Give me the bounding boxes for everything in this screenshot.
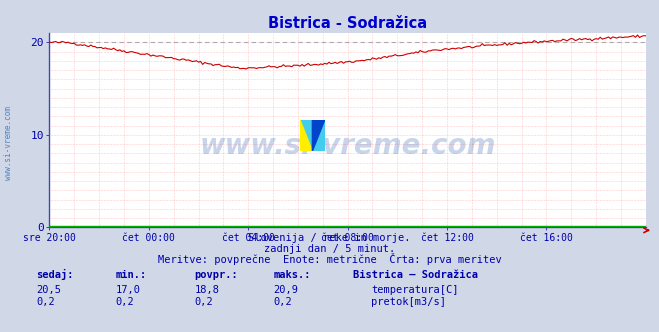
Text: Meritve: povprečne  Enote: metrične  Črta: prva meritev: Meritve: povprečne Enote: metrične Črta:…: [158, 253, 501, 265]
Text: 17,0: 17,0: [115, 285, 140, 295]
Polygon shape: [312, 120, 325, 151]
Title: Bistrica - Sodražica: Bistrica - Sodražica: [268, 16, 427, 31]
Polygon shape: [300, 120, 325, 151]
Text: Slovenija / reke in morje.: Slovenija / reke in morje.: [248, 233, 411, 243]
Text: min.:: min.:: [115, 270, 146, 280]
Text: 0,2: 0,2: [194, 297, 213, 307]
Text: 18,8: 18,8: [194, 285, 219, 295]
Text: Bistrica – Sodražica: Bistrica – Sodražica: [353, 270, 478, 280]
Text: 0,2: 0,2: [36, 297, 55, 307]
Text: www.si-vreme.com: www.si-vreme.com: [4, 106, 13, 180]
Text: 20,9: 20,9: [273, 285, 299, 295]
Text: 20,5: 20,5: [36, 285, 61, 295]
Text: 0,2: 0,2: [273, 297, 292, 307]
Text: maks.:: maks.:: [273, 270, 311, 280]
Text: www.si-vreme.com: www.si-vreme.com: [200, 132, 496, 160]
Text: zadnji dan / 5 minut.: zadnji dan / 5 minut.: [264, 244, 395, 254]
Text: 0,2: 0,2: [115, 297, 134, 307]
Text: pretok[m3/s]: pretok[m3/s]: [371, 297, 446, 307]
Text: temperatura[C]: temperatura[C]: [371, 285, 459, 295]
Text: povpr.:: povpr.:: [194, 270, 238, 280]
Polygon shape: [300, 120, 312, 151]
Text: sedaj:: sedaj:: [36, 269, 74, 280]
